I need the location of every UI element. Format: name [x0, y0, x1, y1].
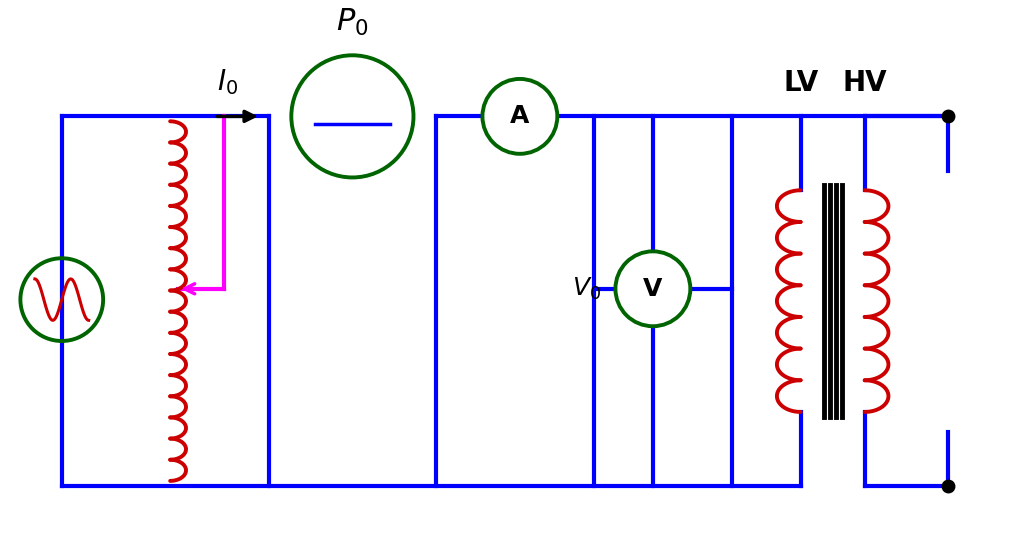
Text: $P_0$: $P_0$ [336, 6, 369, 38]
Text: $I_0$: $I_0$ [217, 67, 238, 97]
Circle shape [482, 79, 557, 154]
Text: A: A [510, 104, 529, 129]
Circle shape [615, 251, 690, 326]
Text: HV: HV [843, 69, 887, 97]
Text: V: V [643, 277, 663, 301]
Circle shape [291, 55, 414, 178]
Text: $V_0$: $V_0$ [571, 276, 601, 302]
Text: LV: LV [783, 69, 818, 97]
